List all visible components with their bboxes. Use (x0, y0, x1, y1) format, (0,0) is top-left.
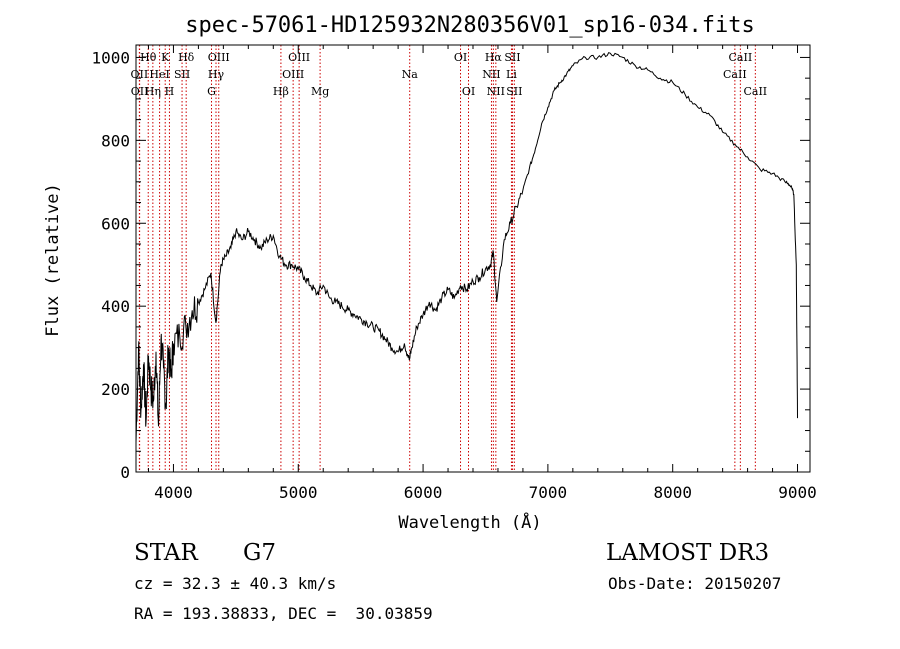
spectral-line-label: HeI (149, 68, 169, 81)
spectral-line-label: OI (454, 51, 467, 64)
spectral-line-label: OII (131, 85, 149, 98)
y-tick-label: 600 (101, 214, 130, 233)
spectral-line-label: NII (487, 85, 505, 98)
spectral-line-label: OIII (208, 51, 230, 64)
spectral-line-label: CaII (729, 51, 753, 64)
spectral-line-label: G (207, 85, 216, 98)
spectral-line-label: SII (506, 85, 522, 98)
coordinates-readout: RA = 193.38833, DEC = 30.03859 (134, 604, 433, 623)
spectral-line-label: OIII (288, 51, 310, 64)
spectral-line-label: Li (506, 68, 517, 81)
chart-title: spec-57061-HD125932N280356V01_sp16-034.f… (185, 13, 755, 38)
x-tick-label: 7000 (529, 483, 568, 502)
object-subclass: G7 (243, 540, 277, 566)
spectral-line-label: Hη (145, 85, 161, 98)
spectrum-series-line (135, 51, 798, 444)
spectral-line-label: NII (482, 68, 500, 81)
spectral-line-label: K (161, 51, 170, 64)
x-tick-label: 5000 (279, 483, 318, 502)
survey-name: LAMOST DR3 (606, 540, 770, 566)
spectral-line-label: OII (131, 68, 149, 81)
object-class: STAR (134, 540, 198, 566)
velocity-readout: cz = 32.3 ± 40.3 km/s (134, 574, 337, 593)
y-tick-label: 400 (101, 297, 130, 316)
spectral-line-label: Hθ (140, 51, 157, 64)
observation-date: Obs-Date: 20150207 (608, 574, 782, 593)
y-tick-label: 0 (120, 463, 130, 482)
spectral-line-label: SII (504, 51, 520, 64)
y-tick-label: 1000 (91, 48, 130, 67)
x-axis-label: Wavelength (Å) (398, 511, 541, 533)
x-tick-label: 6000 (404, 483, 443, 502)
spectral-line-label: Hβ (273, 85, 289, 98)
spectral-line-label: CaII (723, 68, 747, 81)
plot-frame (135, 44, 811, 473)
x-tick-label: 4000 (154, 483, 193, 502)
spectral-line-label: OIII (282, 68, 304, 81)
spectral-line-label: CaII (743, 85, 767, 98)
spectral-line-label: Hα (485, 51, 503, 64)
spectral-line-label: OI (462, 85, 475, 98)
y-tick-label: 200 (101, 380, 130, 399)
spectral-line-label: H (165, 85, 175, 98)
x-tick-label: 9000 (778, 483, 817, 502)
spectral-line-label: Na (402, 68, 419, 81)
y-tick-label: 800 (101, 131, 130, 150)
y-axis-label: Flux (relative) (43, 183, 63, 337)
x-tick-label: 8000 (653, 483, 692, 502)
spectral-line-label: Hγ (208, 68, 225, 81)
spectral-line-label: Mg (311, 85, 329, 98)
spectral-line-label: SII (174, 68, 190, 81)
spectral-line-label: Hδ (178, 51, 195, 64)
